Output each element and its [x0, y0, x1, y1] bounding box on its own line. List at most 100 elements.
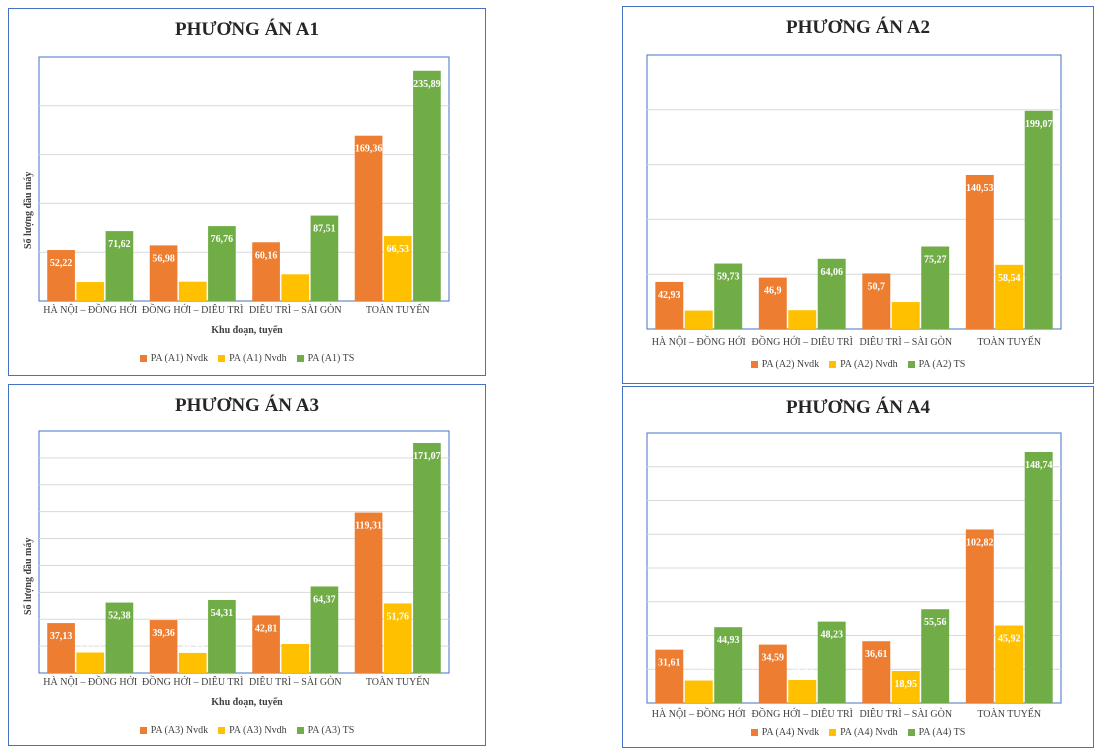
bar: [149, 620, 178, 673]
chart-panel-a2: PHƯƠNG ÁN A2 42,93 16,8 59,73 HÀ NỘI – ĐỒNG…: [622, 6, 1094, 384]
data-label: 75,27: [924, 255, 947, 266]
bar: [252, 615, 280, 673]
legend-swatch: [296, 727, 304, 735]
data-label: 19,4: [82, 270, 100, 281]
data-label: 59,73: [717, 272, 740, 283]
data-label: 71,62: [108, 239, 131, 250]
bar: [310, 586, 339, 673]
category-label: ĐỒNG HỚI – DIÊU TRÌ: [142, 303, 243, 316]
bar: [862, 273, 891, 329]
data-label: 60,16: [255, 250, 278, 261]
data-label: 54,31: [211, 608, 234, 619]
category-label: HÀ NỘI – ĐỒNG HỚI: [652, 707, 746, 720]
data-label: 39,36: [152, 628, 175, 639]
bar: [252, 242, 280, 301]
legend-label: PA (A2) Nvdh: [840, 359, 898, 370]
bar: [281, 644, 310, 673]
legend-item: PA (A1) TS: [296, 353, 355, 364]
bar: [684, 680, 713, 703]
legend-swatch: [139, 355, 147, 363]
category-label: DIÊU TRÌ – SÀI GÒN: [249, 676, 342, 688]
bar: [862, 641, 891, 703]
chart-a4-svg: 31,61 13,32 44,93 HÀ NỘI – ĐỒNG HỚI 34,59 13,…: [646, 432, 1062, 720]
chart-legend: PA (A4) Nvdk PA (A4) Nvdh PA (A4) TS: [623, 727, 1093, 738]
chart-title: PHƯƠNG ÁN A2: [786, 17, 930, 38]
bar: [1024, 452, 1053, 703]
data-label: 13,32: [688, 669, 711, 680]
data-label: 58,54: [998, 273, 1021, 284]
data-label: 64,37: [313, 594, 336, 605]
bar: [921, 609, 950, 703]
data-label: 52,38: [108, 611, 131, 622]
legend-item: PA (A4) TS: [907, 727, 965, 738]
data-label: 64,06: [820, 267, 843, 278]
data-label: 15,25: [79, 640, 102, 651]
data-label: 46,9: [764, 286, 782, 297]
chart-title: PHƯƠNG ÁN A3: [175, 395, 319, 416]
legend-label: PA (A1) Nvdk: [150, 353, 209, 364]
bar: [817, 621, 846, 703]
bar: [788, 310, 817, 329]
data-label: 27,35: [284, 262, 307, 273]
bar: [995, 264, 1024, 329]
bar: [714, 627, 743, 703]
legend-label: PA (A1) TS: [307, 353, 355, 364]
data-label: 31,61: [658, 658, 681, 669]
data-label: 102,82: [966, 537, 994, 548]
chart-a2-svg: 42,93 16,8 59,73 HÀ NỘI – ĐỒNG HỚI 46,9 17,16…: [646, 54, 1062, 348]
data-label: 14,95: [182, 641, 205, 652]
category-label: TOÀN TUYẾN: [977, 335, 1041, 348]
data-label: 17,16: [791, 298, 814, 309]
legend-swatch: [139, 727, 147, 735]
data-label: 169,36: [355, 144, 383, 155]
bar: [208, 226, 236, 301]
x-axis-title: Khu đoạn, tuyến: [211, 325, 283, 336]
data-label: 13,64: [791, 668, 814, 679]
plot-area: [646, 54, 1062, 330]
legend-swatch: [296, 355, 304, 363]
legend-item: PA (A2) TS: [907, 359, 965, 370]
category-label: ĐỒNG HỚI – DIÊU TRÌ: [752, 335, 853, 348]
y-axis-label: Số lượng đầu máy: [23, 171, 34, 249]
bar: [76, 282, 105, 301]
data-label: 51,76: [387, 611, 410, 622]
category-label: DIÊU TRÌ – SÀI GÒN: [859, 336, 952, 348]
bar: [965, 174, 994, 329]
data-label: 66,53: [387, 244, 410, 255]
chart-legend: PA (A1) Nvdk PA (A1) Nvdh PA (A1) TS: [9, 353, 485, 364]
bar: [383, 603, 412, 673]
data-label: 42,93: [658, 290, 681, 301]
bar: [47, 250, 75, 301]
chart-title: PHƯƠNG ÁN A1: [175, 19, 319, 40]
chart-legend: PA (A3) Nvdk PA (A3) Nvdh PA (A3) TS: [9, 725, 485, 736]
data-label: 21,56: [284, 632, 307, 643]
bar: [354, 512, 383, 673]
legend-label: PA (A3) Nvdk: [150, 725, 209, 736]
legend-item: PA (A1) Nvdk: [139, 353, 209, 364]
bar: [758, 277, 787, 329]
legend-swatch: [829, 361, 837, 369]
legend-label: PA (A3) Nvdh: [229, 725, 287, 736]
legend-swatch: [907, 361, 915, 369]
legend-label: PA (A3) TS: [307, 725, 355, 736]
data-label: 199,07: [1025, 119, 1053, 130]
category-label: TOÀN TUYẾN: [366, 303, 430, 316]
data-label: 34,59: [762, 653, 785, 664]
legend-item: PA (A3) Nvdh: [218, 725, 287, 736]
chart-title: PHƯƠNG ÁN A4: [786, 397, 930, 418]
bar: [413, 70, 441, 301]
bar: [788, 679, 817, 703]
chart-a3-svg: 37,13 15,25 52,38 HÀ NỘI – ĐỒNG HỚI 39,36 14,…: [38, 430, 450, 688]
data-label: 56,98: [152, 253, 175, 264]
bar: [413, 443, 441, 673]
data-label: 119,31: [355, 521, 382, 532]
legend-swatch: [750, 729, 758, 737]
data-label: 42,81: [255, 623, 278, 634]
legend-swatch: [750, 361, 758, 369]
plot-area: [38, 56, 450, 302]
category-label: TOÀN TUYẾN: [977, 707, 1041, 720]
bar: [310, 215, 339, 301]
bar: [995, 625, 1024, 703]
bar: [817, 258, 846, 329]
bar: [758, 644, 787, 703]
